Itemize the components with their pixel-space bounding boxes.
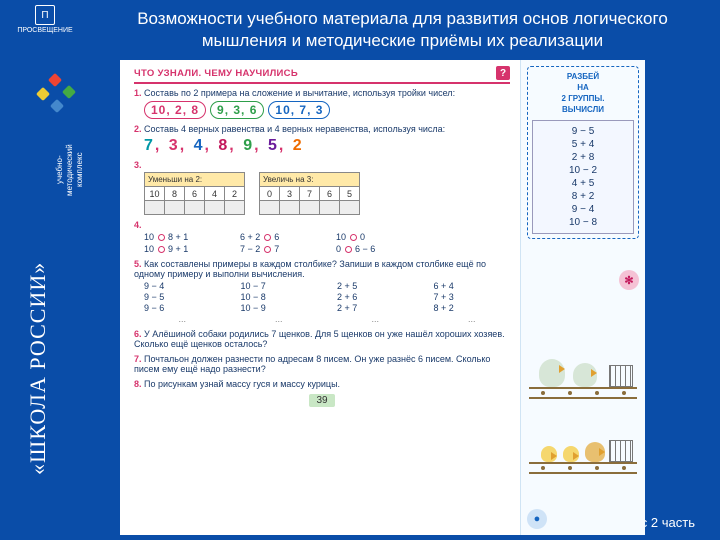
task-2-digits: 7, 3, 4, 8, 9, 5, 2 bbox=[144, 137, 510, 155]
task-1-bubbles: 10, 2, 8 9, 3, 6 10, 7, 3 bbox=[144, 101, 510, 119]
page-header-text: ЧТО УЗНАЛИ. ЧЕМУ НАУЧИЛИСЬ bbox=[134, 68, 298, 79]
page-side-column: РАЗБЕЙ НА 2 ГРУППЫ. ВЫЧИСЛИ 9 − 55 + 42 … bbox=[520, 60, 645, 535]
task-7: 7. Почтальон должен разнести по адресам … bbox=[134, 354, 510, 374]
goose-illustration bbox=[529, 345, 637, 405]
task-2: 2. Составь 4 верных равенства и 4 верных… bbox=[134, 124, 510, 155]
task-1: 1. Составь по 2 примера на сложение и вы… bbox=[134, 88, 510, 119]
side-expression-list: 9 − 55 + 42 + 810 − 24 + 58 + 29 − 410 −… bbox=[532, 120, 634, 234]
page-number: 39 bbox=[309, 394, 335, 407]
number-bubble: 9, 3, 6 bbox=[210, 101, 264, 119]
page-main-column: ЧТО УЗНАЛИ. ЧЕМУ НАУЧИЛИСЬ ? 1. Составь … bbox=[120, 60, 520, 535]
textbook-page: ЧТО УЗНАЛИ. ЧЕМУ НАУЧИЛИСЬ ? 1. Составь … bbox=[120, 60, 645, 535]
task-5: 5. Как составлены примеры в каждом столб… bbox=[134, 259, 510, 324]
chicken-illustration bbox=[529, 420, 637, 480]
task-4: 4. 10 8 + 16 + 2 610 010 9 + 17 − 2 70 6… bbox=[134, 220, 510, 254]
side-instruction-card: РАЗБЕЙ НА 2 ГРУППЫ. ВЫЧИСЛИ 9 − 55 + 42 … bbox=[527, 66, 639, 239]
task-6: 6. У Алёшиной собаки родились 7 щенков. … bbox=[134, 329, 510, 349]
task-3-table-left: Уменьши на 2: 108642 bbox=[144, 172, 245, 215]
slide-title: Возможности учебного материала для разви… bbox=[100, 8, 705, 52]
side-blue-icon: ● bbox=[527, 509, 547, 529]
side-pink-icon: ✻ bbox=[619, 270, 639, 290]
publisher-name: ПРОСВЕЩЕНИЕ bbox=[10, 27, 80, 34]
header-question-icon: ? bbox=[496, 66, 510, 80]
number-bubble: 10, 7, 3 bbox=[268, 101, 330, 119]
task-3: 3. Уменьши на 2: 108642 Увеличь на 3: 03… bbox=[134, 160, 510, 215]
logo-icon: П bbox=[35, 5, 55, 25]
task-3-table-right: Увеличь на 3: 03765 bbox=[259, 172, 360, 215]
task-8: 8. По рисункам узнай массу гуся и массу … bbox=[134, 379, 510, 389]
page-header: ЧТО УЗНАЛИ. ЧЕМУ НАУЧИЛИСЬ ? bbox=[134, 66, 510, 84]
publisher-logo: П ПРОСВЕЩЕНИЕ bbox=[10, 5, 80, 45]
series-title: «ШКОЛА РОССИИ» bbox=[25, 185, 51, 475]
umk-flower-icon bbox=[50, 75, 82, 107]
umk-label: учебно- методический комплекс bbox=[55, 115, 85, 225]
number-bubble: 10, 2, 8 bbox=[144, 101, 206, 119]
